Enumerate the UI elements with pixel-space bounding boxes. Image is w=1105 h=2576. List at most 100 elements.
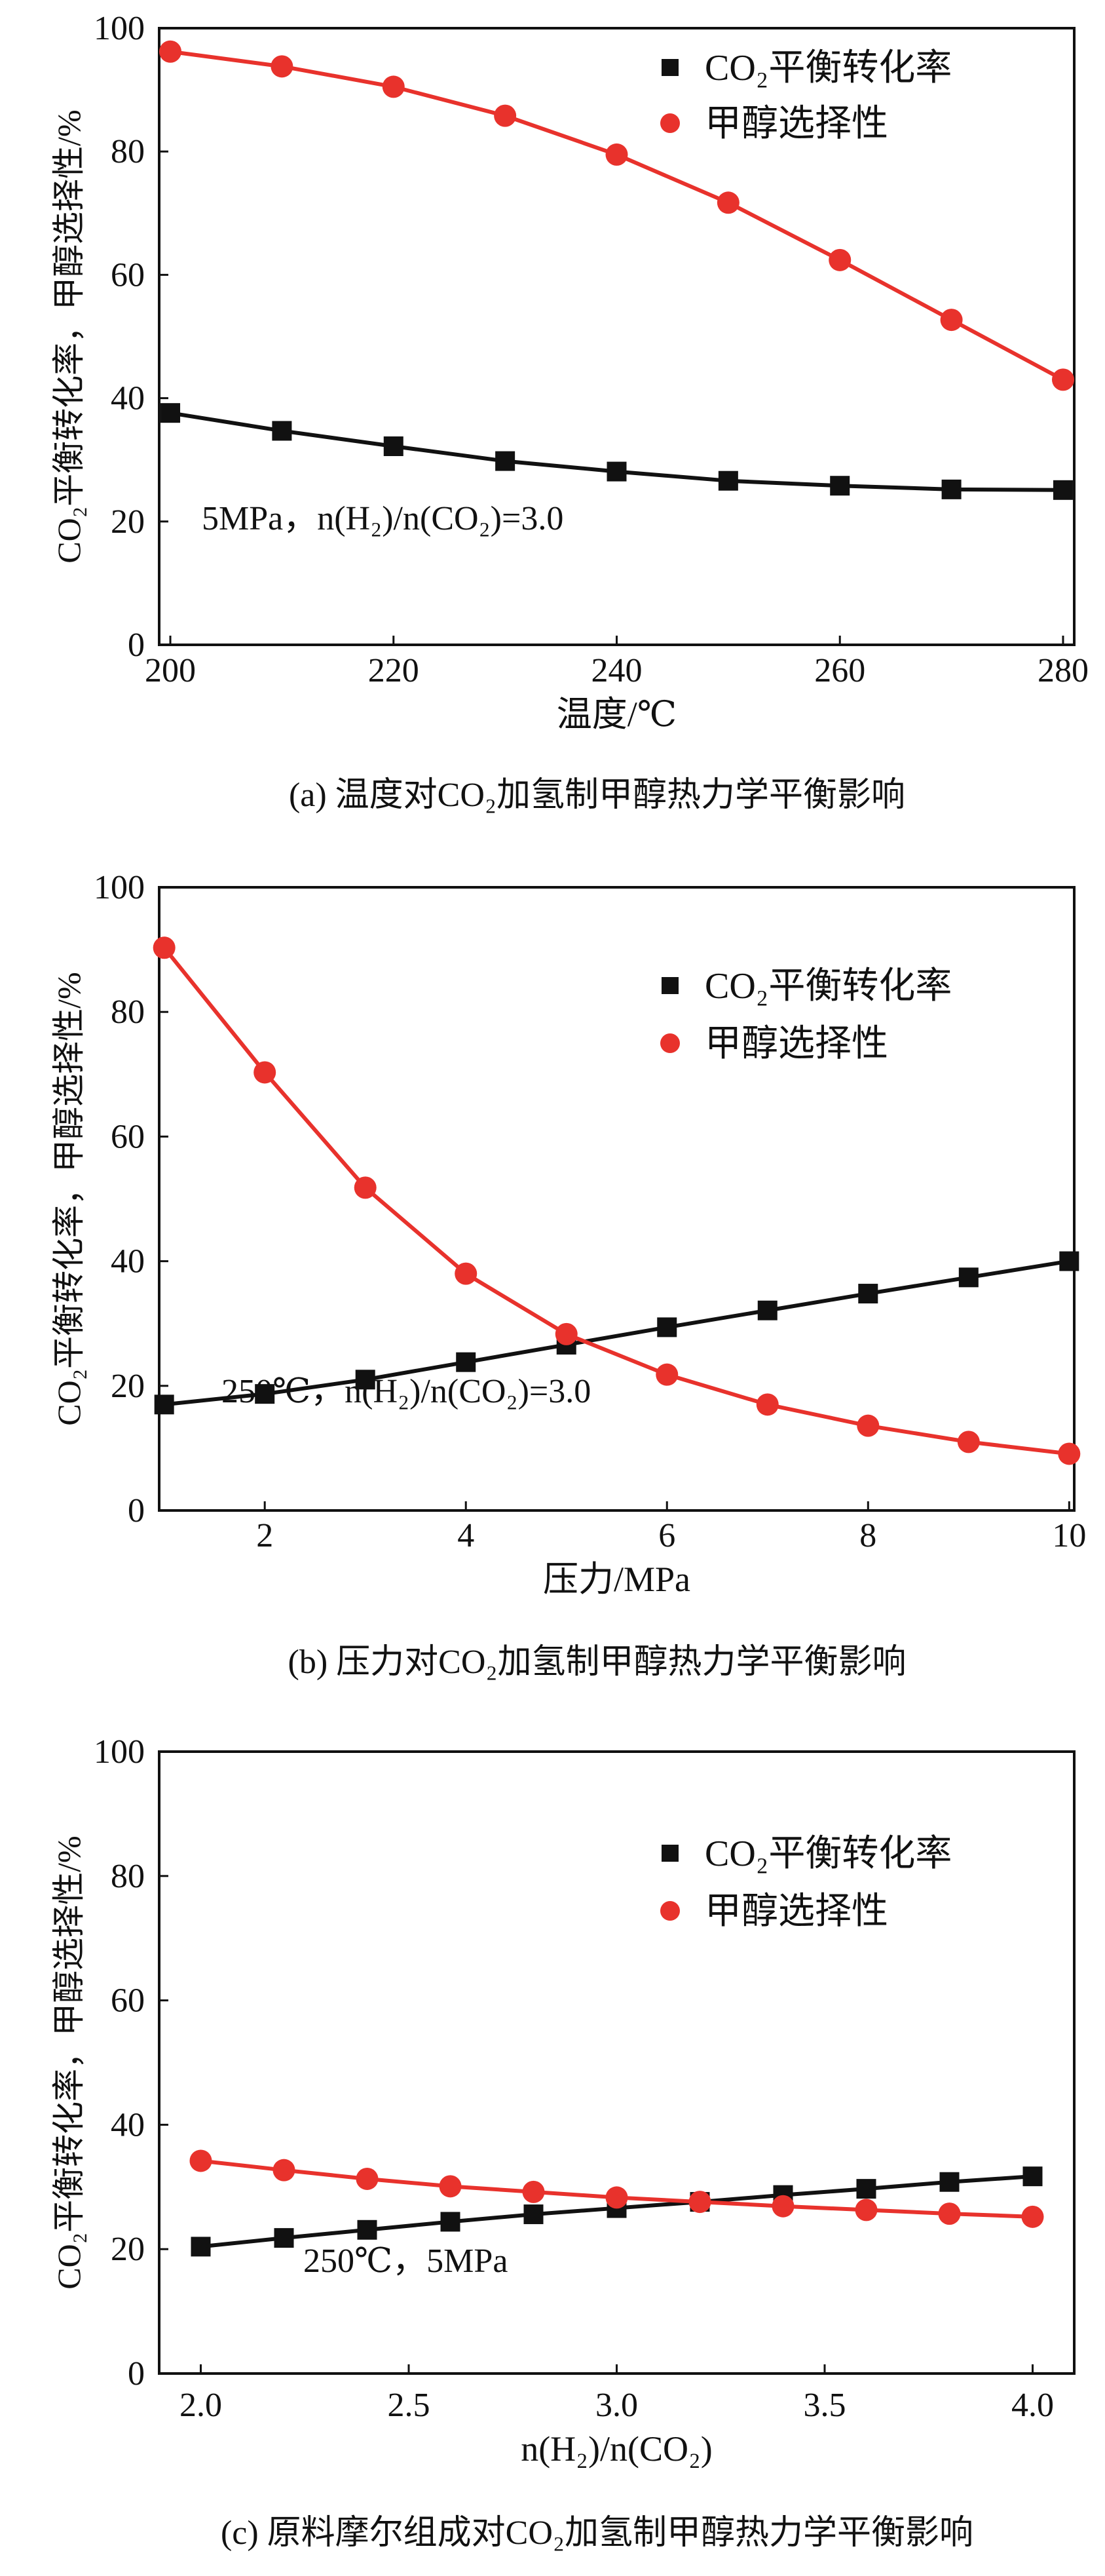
y-tick-label: 60 (111, 256, 145, 294)
data-point-conversion (274, 2228, 294, 2248)
legend-marker-conversion (662, 1845, 679, 1862)
data-point-conversion (272, 421, 292, 441)
x-tick-label: 280 (1038, 652, 1089, 689)
data-point-selectivity (555, 1322, 578, 1345)
data-point-selectivity (354, 1176, 377, 1199)
data-point-selectivity (159, 40, 182, 63)
data-point-selectivity (656, 1363, 679, 1386)
y-tick-label: 80 (111, 133, 145, 170)
data-point-conversion (1059, 1251, 1079, 1271)
x-tick-label: 10 (1052, 1517, 1086, 1554)
data-point-conversion (154, 1394, 174, 1415)
chart-panel-c: 0 20 40 60 80 100 2.0 2.5 3.0 3.5 4.0 CO₂平衡转化率，甲醇选择… (50, 1733, 1076, 2552)
panel-caption: (b) 压力对CO₂加氢制甲醇热力学平衡影响 (288, 1644, 907, 1681)
data-point-selectivity (494, 104, 517, 127)
x-tick-label: 4.0 (1011, 2387, 1054, 2424)
legend-marker-conversion (662, 977, 679, 994)
data-point-selectivity (382, 75, 405, 98)
plot-frame (158, 886, 1076, 1512)
x-tick-label: 240 (591, 652, 643, 689)
x-tick-label: 2.0 (179, 2387, 222, 2424)
y-tick-label: 20 (111, 503, 145, 541)
x-tick-label: 200 (145, 652, 196, 689)
series-line-selectivity (162, 946, 1070, 1456)
data-point-selectivity (957, 1431, 980, 1453)
data-point-conversion (856, 2179, 876, 2199)
y-tick-label: 0 (128, 626, 145, 664)
data-point-conversion (757, 1300, 777, 1320)
legend-label-selectivity: 甲醇选择性 (705, 1024, 888, 1064)
series-line-selectivity (170, 49, 1064, 382)
x-tick-label: 260 (814, 652, 865, 689)
data-point-conversion (495, 451, 515, 471)
y-tick-label: 60 (111, 1982, 145, 2020)
series-line-conversion (164, 1259, 1070, 1407)
x-tick-label: 4 (457, 1517, 474, 1554)
data-point-selectivity (271, 55, 293, 78)
x-axis-label: n(H₂)/n(CO₂) (521, 2429, 713, 2469)
data-point-conversion (718, 471, 738, 491)
y-axis-label: CO₂平衡转化率，甲醇选择性/% (50, 1836, 87, 2289)
y-tick-label: 20 (111, 1368, 145, 1405)
data-point-conversion (858, 1284, 878, 1304)
data-point-conversion (191, 2237, 211, 2257)
data-point-conversion (255, 1384, 275, 1404)
data-point-selectivity (356, 2167, 379, 2190)
x-tick-label: 220 (368, 652, 419, 689)
legend-marker-conversion (662, 59, 679, 76)
legend-marker-selectivity (660, 1901, 680, 1921)
data-point-conversion (941, 479, 962, 499)
data-point-selectivity (1021, 2205, 1044, 2228)
legend-marker-selectivity (660, 1033, 680, 1053)
data-point-conversion (160, 403, 181, 423)
y-axis-label: CO₂平衡转化率，甲醇选择性/% (50, 972, 87, 1425)
data-point-selectivity (455, 1262, 478, 1285)
x-tick-label: 2.5 (388, 2387, 430, 2424)
y-tick-label: 80 (111, 1858, 145, 1895)
data-point-conversion (939, 2172, 960, 2192)
data-point-selectivity (1051, 368, 1074, 391)
data-point-conversion (456, 1352, 476, 1372)
legend-label-conversion: CO₂平衡转化率 (705, 966, 952, 1007)
y-tick-label: 40 (111, 2106, 145, 2143)
x-tick-label: 6 (658, 1517, 675, 1554)
data-point-conversion (357, 2220, 377, 2240)
panel-caption: (c) 原料摩尔组成对CO₂加氢制甲醇热力学平衡影响 (221, 2514, 973, 2552)
y-tick-label: 80 (111, 993, 145, 1031)
chart-panel-b: 0 20 40 60 80 100 2 4 6 8 10 CO₂平衡转化率，甲醇选择性/% 压力/MPa… (50, 869, 1086, 1681)
x-tick-label: 8 (859, 1517, 876, 1554)
x-tick-label: 3.0 (595, 2387, 638, 2424)
x-axis-label: 压力/MPa (543, 1560, 690, 1599)
data-point-selectivity (153, 936, 176, 959)
y-tick-label: 0 (128, 2355, 145, 2393)
data-point-selectivity (829, 248, 852, 271)
y-tick-label: 0 (128, 1492, 145, 1529)
condition-annotation: 5MPa，n(H₂)/n(CO₂)=3.0 (202, 500, 563, 537)
data-point-selectivity (688, 2191, 711, 2214)
data-point-selectivity (772, 2195, 795, 2218)
data-point-conversion (830, 476, 850, 496)
data-point-selectivity (1058, 1442, 1081, 1465)
legend-label-conversion: CO₂平衡转化率 (705, 1834, 952, 1874)
plot-frame (158, 27, 1076, 646)
data-point-selectivity (857, 1414, 880, 1437)
x-axis-label: 温度/℃ (557, 695, 677, 734)
data-point-selectivity (938, 2202, 961, 2225)
data-point-conversion (355, 1370, 375, 1390)
data-point-selectivity (605, 2186, 628, 2209)
y-axis-label: CO₂平衡转化率，甲醇选择性/% (50, 109, 87, 563)
data-point-conversion (607, 461, 627, 482)
legend-marker-selectivity (660, 113, 680, 133)
data-point-conversion (657, 1317, 677, 1337)
data-point-selectivity (253, 1061, 276, 1084)
legend-label-selectivity: 甲醇选择性 (705, 104, 888, 144)
y-tick-label: 40 (111, 380, 145, 417)
panel-caption: (a) 温度对CO₂加氢制甲醇热力学平衡影响 (289, 777, 905, 814)
data-point-selectivity (717, 191, 740, 214)
data-point-conversion (523, 2204, 544, 2225)
y-tick-label: 100 (94, 10, 145, 47)
data-point-selectivity (855, 2199, 878, 2221)
data-point-selectivity (605, 143, 628, 166)
x-tick-label: 2 (256, 1517, 273, 1554)
